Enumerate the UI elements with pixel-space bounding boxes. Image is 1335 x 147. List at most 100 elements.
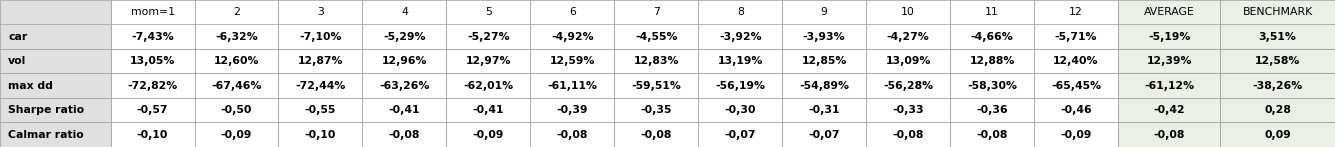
- Text: -5,27%: -5,27%: [467, 32, 510, 42]
- Bar: [951, 49, 1035, 74]
- Bar: [279, 74, 362, 98]
- Text: -0,30: -0,30: [725, 105, 756, 115]
- Text: -72,44%: -72,44%: [295, 81, 346, 91]
- Bar: [111, 74, 195, 98]
- Bar: [614, 25, 698, 49]
- Text: -0,08: -0,08: [1153, 130, 1185, 140]
- Text: 0,28: 0,28: [1264, 105, 1291, 115]
- Bar: [1117, 74, 1220, 98]
- Bar: [446, 25, 530, 49]
- Bar: [1117, 49, 1220, 74]
- Text: AVERAGE: AVERAGE: [1144, 7, 1195, 17]
- Bar: [951, 25, 1035, 49]
- Text: -0,09: -0,09: [220, 130, 252, 140]
- Bar: [279, 25, 362, 49]
- Bar: [195, 49, 279, 74]
- Text: 12,58%: 12,58%: [1255, 56, 1300, 66]
- Text: -65,45%: -65,45%: [1051, 81, 1101, 91]
- Bar: [614, 98, 698, 122]
- Bar: [195, 0, 279, 25]
- Bar: [362, 74, 446, 98]
- Text: -5,71%: -5,71%: [1055, 32, 1097, 42]
- Bar: [866, 0, 951, 25]
- Bar: [951, 74, 1035, 98]
- Bar: [111, 49, 195, 74]
- Text: 4: 4: [400, 7, 407, 17]
- Bar: [866, 49, 951, 74]
- Text: -72,82%: -72,82%: [127, 81, 178, 91]
- Text: -0,31: -0,31: [809, 105, 840, 115]
- Bar: [1220, 98, 1335, 122]
- Text: 13,09%: 13,09%: [885, 56, 930, 66]
- Text: Sharpe ratio: Sharpe ratio: [8, 105, 84, 115]
- Bar: [0, 122, 111, 147]
- Text: 12,88%: 12,88%: [969, 56, 1015, 66]
- Bar: [279, 122, 362, 147]
- Bar: [362, 122, 446, 147]
- Bar: [614, 0, 698, 25]
- Text: -3,93%: -3,93%: [802, 32, 845, 42]
- Bar: [0, 74, 111, 98]
- Text: 12,60%: 12,60%: [214, 56, 259, 66]
- Text: -0,33: -0,33: [892, 105, 924, 115]
- Text: 0,09: 0,09: [1264, 130, 1291, 140]
- Text: -0,07: -0,07: [809, 130, 840, 140]
- Text: 7: 7: [653, 7, 659, 17]
- Bar: [866, 98, 951, 122]
- Bar: [1117, 0, 1220, 25]
- Bar: [1220, 0, 1335, 25]
- Text: -0,46: -0,46: [1060, 105, 1092, 115]
- Text: mom=1: mom=1: [131, 7, 175, 17]
- Bar: [362, 25, 446, 49]
- Bar: [782, 0, 866, 25]
- Text: -0,41: -0,41: [388, 105, 421, 115]
- Text: -56,28%: -56,28%: [882, 81, 933, 91]
- Text: 5: 5: [485, 7, 491, 17]
- Bar: [614, 74, 698, 98]
- Bar: [111, 0, 195, 25]
- Bar: [1035, 25, 1117, 49]
- Text: -0,07: -0,07: [725, 130, 756, 140]
- Bar: [362, 98, 446, 122]
- Text: -0,39: -0,39: [557, 105, 587, 115]
- Text: -59,51%: -59,51%: [631, 81, 681, 91]
- Bar: [1220, 49, 1335, 74]
- Text: -3,92%: -3,92%: [718, 32, 761, 42]
- Text: -67,46%: -67,46%: [211, 81, 262, 91]
- Text: -0,50: -0,50: [220, 105, 252, 115]
- Text: -0,41: -0,41: [473, 105, 505, 115]
- Bar: [1220, 122, 1335, 147]
- Text: -0,08: -0,08: [388, 130, 421, 140]
- Bar: [111, 122, 195, 147]
- Bar: [698, 25, 782, 49]
- Bar: [866, 25, 951, 49]
- Bar: [446, 0, 530, 25]
- Text: 13,19%: 13,19%: [717, 56, 762, 66]
- Bar: [1035, 98, 1117, 122]
- Text: 3: 3: [316, 7, 324, 17]
- Text: -0,36: -0,36: [976, 105, 1008, 115]
- Bar: [1035, 0, 1117, 25]
- Bar: [362, 49, 446, 74]
- Bar: [530, 49, 614, 74]
- Text: 10: 10: [901, 7, 914, 17]
- Text: -0,09: -0,09: [1060, 130, 1092, 140]
- Text: 13,05%: 13,05%: [129, 56, 175, 66]
- Text: -54,89%: -54,89%: [800, 81, 849, 91]
- Text: 9: 9: [821, 7, 828, 17]
- Bar: [698, 122, 782, 147]
- Text: -61,11%: -61,11%: [547, 81, 597, 91]
- Bar: [782, 74, 866, 98]
- Bar: [0, 49, 111, 74]
- Bar: [279, 0, 362, 25]
- Bar: [0, 0, 111, 25]
- Text: 12,83%: 12,83%: [634, 56, 680, 66]
- Text: vol: vol: [8, 56, 27, 66]
- Text: -0,10: -0,10: [138, 130, 168, 140]
- Bar: [530, 122, 614, 147]
- Text: -38,26%: -38,26%: [1252, 81, 1303, 91]
- Text: 3,51%: 3,51%: [1259, 32, 1296, 42]
- Bar: [1035, 122, 1117, 147]
- Bar: [782, 25, 866, 49]
- Bar: [111, 25, 195, 49]
